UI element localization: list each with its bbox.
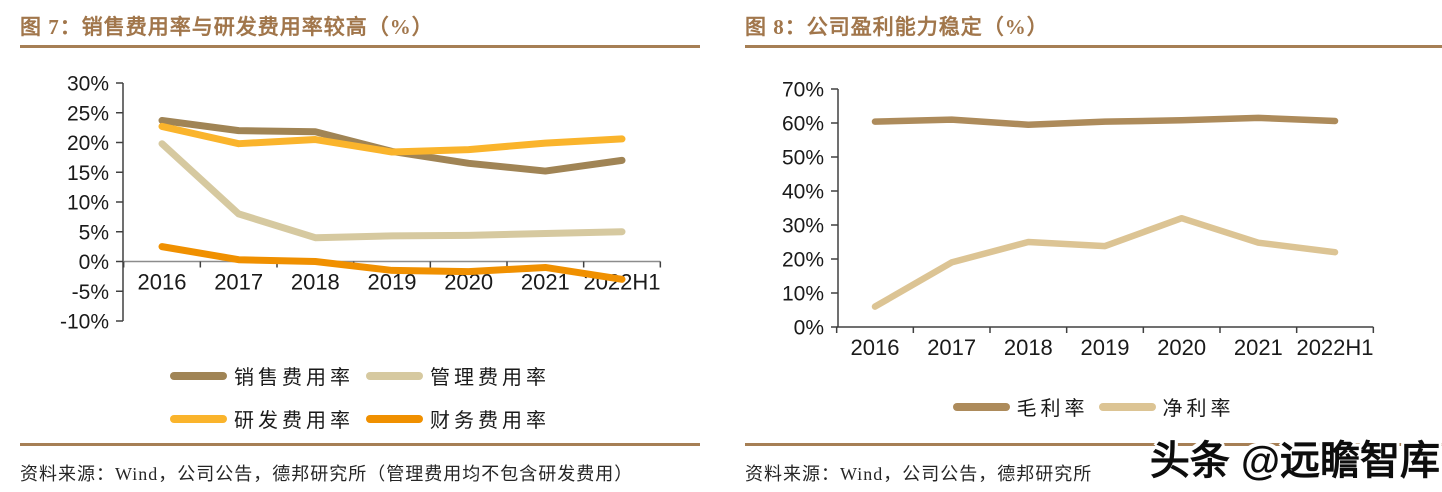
y-tick-label: 50% (782, 147, 824, 170)
y-tick-label: 10% (782, 283, 824, 306)
legend-label: 毛利率 (1016, 398, 1089, 420)
watermark: 头条 @远瞻智库 (1149, 439, 1440, 483)
series-line-毛利率 (871, 114, 1339, 128)
legend-item: 管理费用率 (366, 361, 550, 390)
figure-8-chart: 70% 60% 50% 40% 30% 20% 10% 0% 2016 2017 2018 2019 2… (782, 79, 1375, 360)
x-tick-label: 2022H1 (1296, 335, 1373, 360)
figure-8-panel: 图 8：公司盈利能力稳定（%） 70% 60% 50% 40% 30% 20% 10% 0% 2… (745, 14, 1442, 492)
figure-7-title: 图 7：销售费用率与研发费用率较高（%） (20, 15, 434, 39)
y-tick-label: 25% (67, 102, 109, 125)
legend-marker (366, 414, 423, 423)
x-tick-label: 2017 (927, 335, 976, 360)
legend-label: 财务费用率 (430, 410, 550, 432)
y-tick-label: 40% (782, 181, 824, 204)
series-line-研发费用率 (158, 122, 626, 156)
y-tick-label: 0% (79, 251, 109, 274)
legend-item: 研发费用率 (170, 404, 354, 433)
figure-7-panel: 图 7：销售费用率与研发费用率较高（%） 30% 25% 20% 15% 10% 5% 0%… (20, 14, 700, 492)
x-tick-label: 2021 (1234, 335, 1283, 360)
legend-item: 净利率 (1098, 392, 1235, 421)
y-tick-label: 70% (782, 79, 824, 102)
y-tick-label: 5% (79, 221, 109, 244)
figure-7-title-rule (20, 45, 700, 48)
legend-marker (170, 414, 227, 423)
legend-item: 财务费用率 (366, 404, 550, 433)
figure-8-footer-rule (745, 443, 1442, 446)
y-tick-label: 20% (782, 249, 824, 272)
figure-7-legend: 销售费用率 管理费用率研发费用率 财务费用率 (20, 361, 700, 433)
y-tick-label: 15% (67, 162, 109, 185)
y-tick-label: 30% (782, 215, 824, 238)
y-tick-label: -5% (72, 281, 109, 304)
x-tick-label: 2016 (138, 270, 187, 295)
y-tick-label: 20% (67, 132, 109, 155)
x-tick-label: 2018 (291, 270, 340, 295)
x-tick-label: 2019 (1081, 335, 1130, 360)
y-tick-label: -10% (60, 311, 109, 334)
series-line-净利率 (871, 214, 1339, 310)
x-tick-label: 2021 (521, 270, 570, 295)
legend-label: 研发费用率 (234, 410, 354, 432)
figure-8-title: 图 8：公司盈利能力稳定（%） (745, 15, 1049, 39)
legend-item: 毛利率 (952, 392, 1089, 421)
x-tick-label: 2018 (1004, 335, 1053, 360)
figure-7-chart: 30% 25% 20% 15% 10% 5% 0% -5% -10% 2016 2017 2018 20… (60, 73, 662, 334)
legend-item: 销售费用率 (170, 361, 354, 390)
x-tick-label: 2017 (214, 270, 263, 295)
figure-8-legend: 毛利率 净利率 (745, 392, 1442, 421)
y-tick-label: 0% (794, 317, 824, 340)
x-tick-label: 2016 (851, 335, 900, 360)
series-line-财务费用率 (158, 243, 626, 283)
y-tick-label: 30% (67, 73, 109, 96)
figure-8-source: 资料来源：Wind，公司公告，德邦研究所 (745, 464, 1093, 484)
legend-marker (366, 371, 423, 380)
legend-label: 管理费用率 (430, 367, 550, 389)
x-tick-label: 2020 (1157, 335, 1206, 360)
y-tick-label: 60% (782, 113, 824, 136)
legend-label: 净利率 (1162, 398, 1235, 420)
legend-marker (952, 402, 1010, 411)
legend-label: 销售费用率 (234, 367, 354, 389)
series-line-管理费用率 (158, 140, 626, 242)
figure-8-title-rule (745, 45, 1442, 48)
y-tick-label: 10% (67, 192, 109, 215)
figure-7-footer-rule (20, 443, 700, 446)
figure-7-source: 资料来源：Wind，公司公告，德邦研究所（管理费用均不包含研发费用） (20, 464, 634, 484)
legend-marker (170, 371, 227, 380)
legend-marker (1098, 402, 1156, 411)
